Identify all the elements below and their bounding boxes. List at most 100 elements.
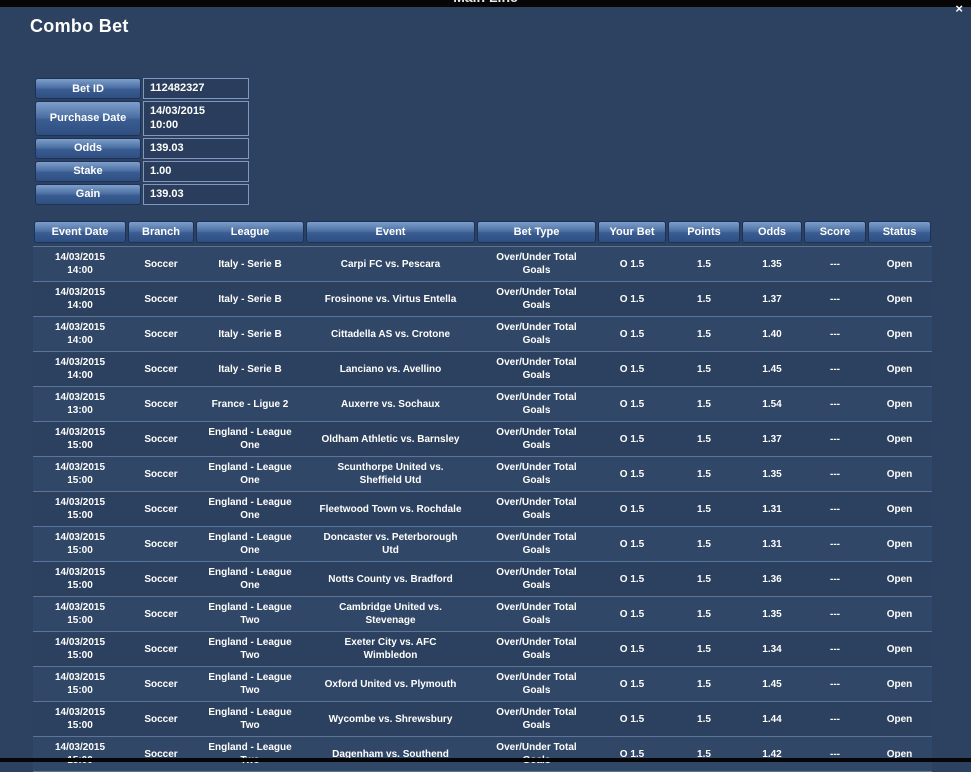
cell-branch: Soccer [127, 526, 195, 561]
column-header-branch[interactable]: Branch [127, 221, 195, 246]
cell-event-date: 14/03/2015 15:00 [33, 596, 127, 631]
cell-status: Open [867, 456, 932, 491]
cell-branch: Soccer [127, 246, 195, 281]
cell-status: Open [867, 526, 932, 561]
column-header-label: Branch [128, 221, 194, 243]
cell-event: Cittadella AS vs. Crotone [305, 316, 476, 351]
top-bar: Main Line [0, 0, 971, 7]
cell-event: Scunthorpe United vs. Sheffield Utd [305, 456, 476, 491]
column-header-your-bet[interactable]: Your Bet [597, 221, 667, 246]
cell-event-date: 14/03/2015 15:00 [33, 701, 127, 736]
cell-points: 1.5 [667, 351, 741, 386]
cell-event: Lanciano vs. Avellino [305, 351, 476, 386]
cell-odds: 1.54 [741, 386, 803, 421]
bet-lines-table: Event Date Branch League Event Bet Type Your … [33, 221, 932, 772]
cell-your-bet: O 1.5 [597, 281, 667, 316]
cell-score: --- [803, 316, 867, 351]
column-header-bet-type[interactable]: Bet Type [476, 221, 597, 246]
cell-event: Notts County vs. Bradford [305, 561, 476, 596]
cell-branch: Soccer [127, 701, 195, 736]
cell-odds: 1.31 [741, 526, 803, 561]
cell-odds: 1.44 [741, 701, 803, 736]
cell-bet-type: Over/Under Total Goals [476, 561, 597, 596]
cell-event-date: 14/03/2015 15:00 [33, 561, 127, 596]
cell-points: 1.5 [667, 596, 741, 631]
column-header-points[interactable]: Points [667, 221, 741, 246]
bet-info-row: Stake 1.00 [35, 160, 249, 182]
table-row: 14/03/2015 15:00 Soccer England - League O… [33, 526, 932, 561]
cell-event-date: 14/03/2015 15:00 [33, 631, 127, 666]
cell-bet-type: Over/Under Total Goals [476, 281, 597, 316]
column-header-label: Event Date [34, 221, 126, 243]
cell-bet-type: Over/Under Total Goals [476, 246, 597, 281]
column-header-event[interactable]: Event [305, 221, 476, 246]
column-header-event-date[interactable]: Event Date [33, 221, 127, 246]
cell-score: --- [803, 491, 867, 526]
cell-odds: 1.35 [741, 456, 803, 491]
table-row: 14/03/2015 15:00 Soccer England - League O… [33, 561, 932, 596]
cell-score: --- [803, 281, 867, 316]
cell-odds: 1.37 [741, 421, 803, 456]
column-header-label: Your Bet [598, 221, 666, 243]
column-header-label: Bet Type [477, 221, 596, 243]
bottom-bar [0, 758, 971, 762]
clipped-window-title: Main Line [453, 0, 518, 5]
cell-league: England - League One [195, 456, 305, 491]
cell-branch: Soccer [127, 281, 195, 316]
cell-branch: Soccer [127, 386, 195, 421]
gain-label: Gain [35, 183, 141, 205]
cell-bet-type: Over/Under Total Goals [476, 386, 597, 421]
cell-branch: Soccer [127, 631, 195, 666]
bet-info-body: Bet ID 112482327 Purchase Date 14/03/2015 1… [35, 78, 249, 205]
cell-your-bet: O 1.5 [597, 736, 667, 772]
cell-score: --- [803, 701, 867, 736]
cell-event-date: 14/03/2015 14:00 [33, 316, 127, 351]
cell-event-date: 14/03/2015 15:00 [33, 491, 127, 526]
cell-league: Italy - Serie B [195, 351, 305, 386]
cell-league: Italy - Serie B [195, 246, 305, 281]
column-header-league[interactable]: League [195, 221, 305, 246]
odds-label: Odds [35, 137, 141, 159]
cell-your-bet: O 1.5 [597, 631, 667, 666]
column-header-label: Event [306, 221, 475, 243]
cell-points: 1.5 [667, 526, 741, 561]
table-header: Event Date Branch League Event Bet Type Your … [33, 221, 932, 246]
cell-event-date: 14/03/2015 15:00 [33, 526, 127, 561]
cell-odds: 1.35 [741, 596, 803, 631]
cell-branch: Soccer [127, 596, 195, 631]
stake-label: Stake [35, 160, 141, 182]
bet-info-table: Bet ID 112482327 Purchase Date 14/03/2015 1… [33, 76, 251, 207]
cell-bet-type: Over/Under Total Goals [476, 456, 597, 491]
cell-event-date: 14/03/2015 15:00 [33, 666, 127, 701]
cell-event: Dagenham vs. Southend [305, 736, 476, 772]
cell-points: 1.5 [667, 386, 741, 421]
cell-points: 1.5 [667, 736, 741, 772]
cell-status: Open [867, 491, 932, 526]
purchase-date-value: 14/03/2015 10:00 [143, 101, 249, 136]
cell-branch: Soccer [127, 491, 195, 526]
table-row: 14/03/2015 13:00 Soccer France - Ligue 2 Au… [33, 386, 932, 421]
cell-points: 1.5 [667, 316, 741, 351]
cell-bet-type: Over/Under Total Goals [476, 421, 597, 456]
column-header-score[interactable]: Score [803, 221, 867, 246]
cell-event: Fleetwood Town vs. Rochdale [305, 491, 476, 526]
cell-odds: 1.31 [741, 491, 803, 526]
column-header-label: Score [804, 221, 866, 243]
cell-branch: Soccer [127, 351, 195, 386]
cell-event: Cambridge United vs. Stevenage [305, 596, 476, 631]
cell-league: England - League One [195, 491, 305, 526]
column-header-status[interactable]: Status [867, 221, 932, 246]
cell-points: 1.5 [667, 281, 741, 316]
bet-info-row: Gain 139.03 [35, 183, 249, 205]
cell-bet-type: Over/Under Total Goals [476, 666, 597, 701]
table-row: 14/03/2015 15:00 Soccer England - League O… [33, 456, 932, 491]
bet-id-value: 112482327 [143, 78, 249, 99]
column-header-odds[interactable]: Odds [741, 221, 803, 246]
cell-status: Open [867, 701, 932, 736]
cell-status: Open [867, 631, 932, 666]
close-icon[interactable]: × [955, 1, 963, 16]
cell-league: Italy - Serie B [195, 281, 305, 316]
